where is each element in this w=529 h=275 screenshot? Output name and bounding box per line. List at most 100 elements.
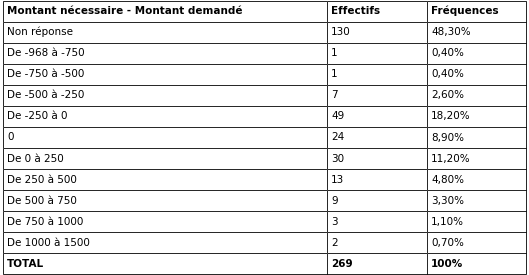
Bar [3, 127, 327, 148]
Text: 18,20%: 18,20% [431, 111, 471, 122]
Text: De -500 à -250: De -500 à -250 [7, 90, 84, 100]
Bar [327, 253, 427, 274]
Text: 2: 2 [331, 238, 338, 248]
Bar [327, 22, 427, 43]
Bar [427, 43, 526, 64]
Text: De 0 à 250: De 0 à 250 [7, 153, 63, 164]
Bar [3, 253, 327, 274]
Text: Non réponse: Non réponse [7, 27, 73, 37]
Bar [3, 148, 327, 169]
Bar [327, 169, 427, 190]
Bar [3, 43, 327, 64]
Bar [3, 22, 327, 43]
Text: De 500 à 750: De 500 à 750 [7, 196, 77, 206]
Bar [3, 43, 327, 64]
Bar [3, 22, 327, 43]
Bar [427, 148, 526, 169]
Bar [3, 190, 327, 211]
Bar [3, 64, 327, 85]
Bar [327, 85, 427, 106]
Bar [427, 190, 526, 211]
Bar [427, 169, 526, 190]
Text: De -968 à -750: De -968 à -750 [7, 48, 85, 58]
Bar [427, 43, 526, 64]
Text: Effectifs: Effectifs [331, 6, 380, 16]
Bar [427, 1, 526, 22]
Text: De 250 à 500: De 250 à 500 [7, 175, 77, 185]
Bar [327, 148, 427, 169]
Bar [327, 190, 427, 211]
Text: 9: 9 [331, 196, 338, 206]
Bar [3, 1, 327, 22]
Text: 1,10%: 1,10% [431, 217, 464, 227]
Bar [327, 106, 427, 127]
Text: 24: 24 [331, 133, 344, 142]
Text: 1: 1 [331, 69, 338, 79]
Text: 30: 30 [331, 153, 344, 164]
Text: De -750 à -500: De -750 à -500 [7, 69, 84, 79]
Text: TOTAL: TOTAL [7, 259, 44, 269]
Bar [3, 169, 327, 190]
Bar [327, 211, 427, 232]
Bar [427, 148, 526, 169]
Bar [427, 169, 526, 190]
Bar [427, 64, 526, 85]
Bar [3, 232, 327, 253]
Bar [427, 253, 526, 274]
Bar [327, 106, 427, 127]
Bar [327, 127, 427, 148]
Bar [427, 232, 526, 253]
Text: 2,60%: 2,60% [431, 90, 464, 100]
Text: 130: 130 [331, 27, 351, 37]
Bar [327, 22, 427, 43]
Text: 0,70%: 0,70% [431, 238, 464, 248]
Text: 13: 13 [331, 175, 344, 185]
Bar [427, 106, 526, 127]
Bar [3, 169, 327, 190]
Bar [427, 106, 526, 127]
Bar [427, 64, 526, 85]
Bar [327, 190, 427, 211]
Bar [3, 232, 327, 253]
Bar [3, 190, 327, 211]
Bar [327, 85, 427, 106]
Bar [427, 85, 526, 106]
Bar [427, 190, 526, 211]
Text: 8,90%: 8,90% [431, 133, 464, 142]
Bar [3, 85, 327, 106]
Text: 0: 0 [7, 133, 13, 142]
Bar [327, 211, 427, 232]
Text: 4,80%: 4,80% [431, 175, 464, 185]
Bar [3, 148, 327, 169]
Bar [327, 64, 427, 85]
Bar [327, 1, 427, 22]
Bar [3, 253, 327, 274]
Bar [327, 253, 427, 274]
Bar [427, 22, 526, 43]
Text: 7: 7 [331, 90, 338, 100]
Bar [3, 127, 327, 148]
Bar [327, 148, 427, 169]
Bar [327, 169, 427, 190]
Bar [427, 1, 526, 22]
Bar [3, 85, 327, 106]
Text: 3,30%: 3,30% [431, 196, 464, 206]
Bar [3, 211, 327, 232]
Text: 0,40%: 0,40% [431, 48, 464, 58]
Text: Fréquences: Fréquences [431, 6, 499, 16]
Bar [3, 1, 327, 22]
Bar [327, 1, 427, 22]
Bar [327, 43, 427, 64]
Text: 0,40%: 0,40% [431, 69, 464, 79]
Text: 3: 3 [331, 217, 338, 227]
Bar [3, 64, 327, 85]
Text: De 750 à 1000: De 750 à 1000 [7, 217, 83, 227]
Bar [327, 232, 427, 253]
Bar [3, 106, 327, 127]
Bar [427, 232, 526, 253]
Bar [3, 211, 327, 232]
Text: 1: 1 [331, 48, 338, 58]
Text: 100%: 100% [431, 259, 463, 269]
Bar [427, 22, 526, 43]
Bar [427, 211, 526, 232]
